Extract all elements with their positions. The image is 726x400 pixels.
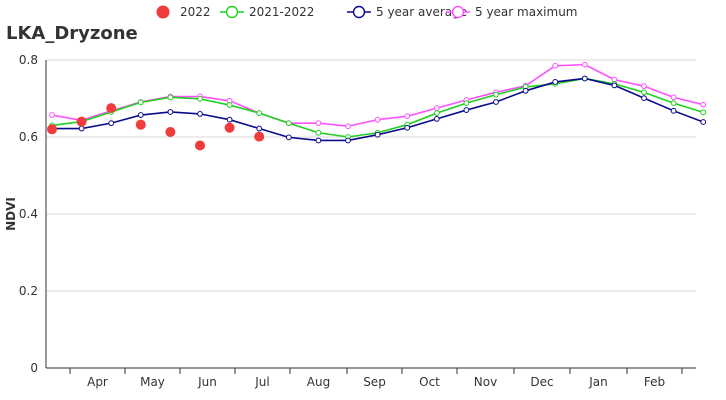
data-point-5-year-average [197, 111, 203, 117]
data-point-2021-2022 [167, 94, 174, 101]
data-point-2022 [106, 103, 117, 114]
y-tick-label: 0.4 [19, 207, 38, 221]
data-point-2022 [254, 131, 265, 142]
data-point-5-year-maximum [700, 101, 707, 108]
data-point-2021-2022 [197, 95, 203, 102]
data-point-5-year-maximum [670, 94, 677, 101]
data-point-2021-2022 [226, 102, 233, 108]
y-tick-label: 0.6 [19, 130, 38, 144]
data-point-5-year-average [256, 125, 263, 132]
data-point-5-year-average [285, 134, 292, 141]
data-point-2021-2022 [137, 99, 144, 106]
data-point-2022 [195, 140, 205, 151]
data-point-5-year-average [611, 82, 618, 89]
data-point-5-year-average [108, 120, 115, 127]
data-point-2021-2022 [256, 110, 263, 117]
data-point-2022 [165, 126, 176, 137]
x-tick-label: May [140, 375, 165, 389]
data-point-2021-2022 [700, 109, 707, 116]
y-tick-label: 0 [30, 361, 38, 375]
legend-marker-5-year-average [352, 5, 366, 19]
data-point-2021-2022 [463, 100, 470, 107]
data-point-5-year-average [167, 109, 174, 115]
data-point-2021-2022 [641, 89, 647, 96]
data-point-5-year-maximum [641, 83, 647, 90]
x-tick-label: Feb [644, 375, 665, 389]
data-point-5-year-average [345, 137, 351, 144]
x-tick-label: Aug [307, 375, 330, 389]
x-tick-label: Jul [254, 375, 269, 389]
chart-title: LKA_Dryzone [6, 23, 138, 44]
legend-marker-2021-2022 [225, 5, 239, 19]
data-point-5-year-average [463, 107, 470, 113]
data-point-5-year-average [137, 112, 144, 118]
x-tick-label: Jan [588, 375, 608, 389]
data-point-5-year-maximum [49, 112, 55, 118]
data-point-2021-2022 [493, 91, 499, 98]
y-tick-label: 0.2 [19, 284, 38, 298]
data-point-5-year-average [404, 124, 411, 131]
legend-marker-2022 [156, 5, 170, 19]
data-point-5-year-average [374, 131, 381, 138]
axes: 0 0.2 0.4 0.6 0.8 Apr May Jun Jul Aug Sep Oct Nov Dec… [19, 53, 696, 389]
legend-marker-5-year-maximum [451, 5, 465, 19]
data-point-5-year-maximum [552, 62, 559, 69]
data-point-2021-2022 [670, 100, 677, 107]
x-tick-label: Jun [197, 375, 217, 389]
legend-label-5-year-average: 5 year average [376, 5, 467, 19]
data-point-2021-2022 [315, 129, 322, 136]
data-point-5-year-average [433, 116, 440, 122]
data-point-5-year-average [78, 125, 85, 132]
data-point-5-year-average [522, 87, 529, 94]
x-tick-label: Oct [419, 375, 440, 389]
data-point-5-year-average [315, 137, 322, 144]
data-point-2022 [76, 116, 87, 127]
data-point-5-year-average [700, 119, 707, 125]
data-point-2022 [224, 122, 235, 133]
data-point-5-year-maximum [433, 105, 440, 112]
series-layer [47, 61, 707, 151]
data-point-5-year-average [581, 75, 588, 82]
data-point-5-year-average [493, 99, 499, 105]
data-point-5-year-maximum [315, 120, 322, 127]
data-point-5-year-maximum [581, 61, 588, 68]
legend: 2022 2021-2022 5 year average 5 year maximu… [156, 5, 578, 19]
y-tick-label: 0.8 [19, 53, 38, 67]
x-tick-label: Dec [530, 375, 553, 389]
data-point-5-year-average [670, 107, 677, 114]
data-point-2021-2022 [433, 110, 440, 117]
y-axis-title: NDVI [4, 197, 18, 231]
legend-label-2022: 2022 [180, 5, 211, 19]
legend-label-2021-2022: 2021-2022 [249, 5, 314, 19]
data-point-2022 [47, 124, 57, 135]
data-point-2021-2022 [285, 120, 292, 127]
data-point-5-year-average [552, 79, 559, 85]
x-tick-label: Nov [474, 375, 497, 389]
data-point-5-year-average [641, 95, 647, 102]
x-tick-label: Apr [87, 375, 108, 389]
x-tick-label: Sep [363, 375, 386, 389]
data-point-5-year-maximum [374, 116, 381, 123]
data-point-5-year-average [226, 116, 233, 123]
gridlines [46, 59, 696, 292]
legend-label-5-year-maximum: 5 year maximum [475, 5, 578, 19]
data-point-5-year-maximum [345, 123, 351, 130]
data-point-5-year-maximum [404, 113, 411, 120]
series-line-2021-2022 [51, 77, 704, 138]
data-point-2022 [135, 119, 146, 130]
